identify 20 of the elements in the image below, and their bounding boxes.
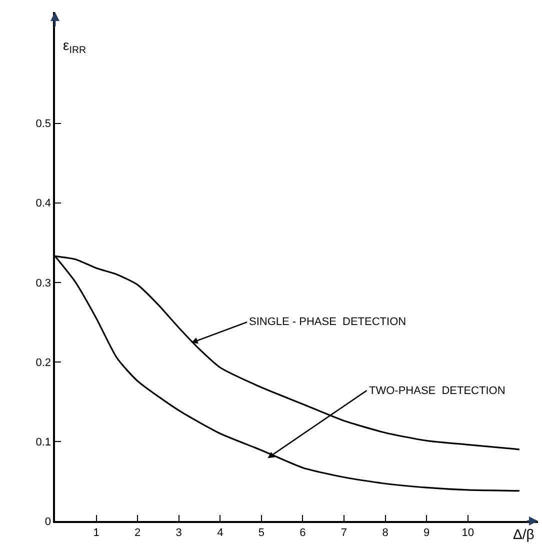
x-tick-label: 5 — [258, 527, 264, 539]
y-axis-title: ε$_{IRR}$ — [63, 37, 86, 56]
x-tick-label: 2 — [134, 527, 141, 539]
x-tick-label: 4 — [217, 527, 224, 539]
y-tick-label: 0.5 — [36, 118, 51, 130]
x-tick-label: 3 — [176, 527, 182, 539]
annotation: TWO-PHASE DETECTION — [369, 385, 506, 397]
x-tick-label: 6 — [300, 527, 306, 539]
annotation: SINGLE - PHASE DETECTION — [249, 316, 406, 328]
y-tick-label: 0.3 — [36, 277, 51, 290]
x-tick-label: 10 — [462, 527, 474, 539]
x-tick-label: 7 — [340, 527, 348, 539]
x-tick-label: 1 — [93, 527, 100, 539]
y-tick-label: 0.1 — [36, 436, 51, 448]
y-tick-label: 0.2 — [36, 356, 51, 369]
x-axis-title: Δ/β — [513, 526, 534, 542]
y-tick-label: 0.4 — [36, 198, 51, 210]
x-tick-label: 9 — [423, 527, 430, 539]
x-tick-label: 8 — [382, 527, 388, 539]
y-tick-label: 0 — [44, 516, 51, 528]
